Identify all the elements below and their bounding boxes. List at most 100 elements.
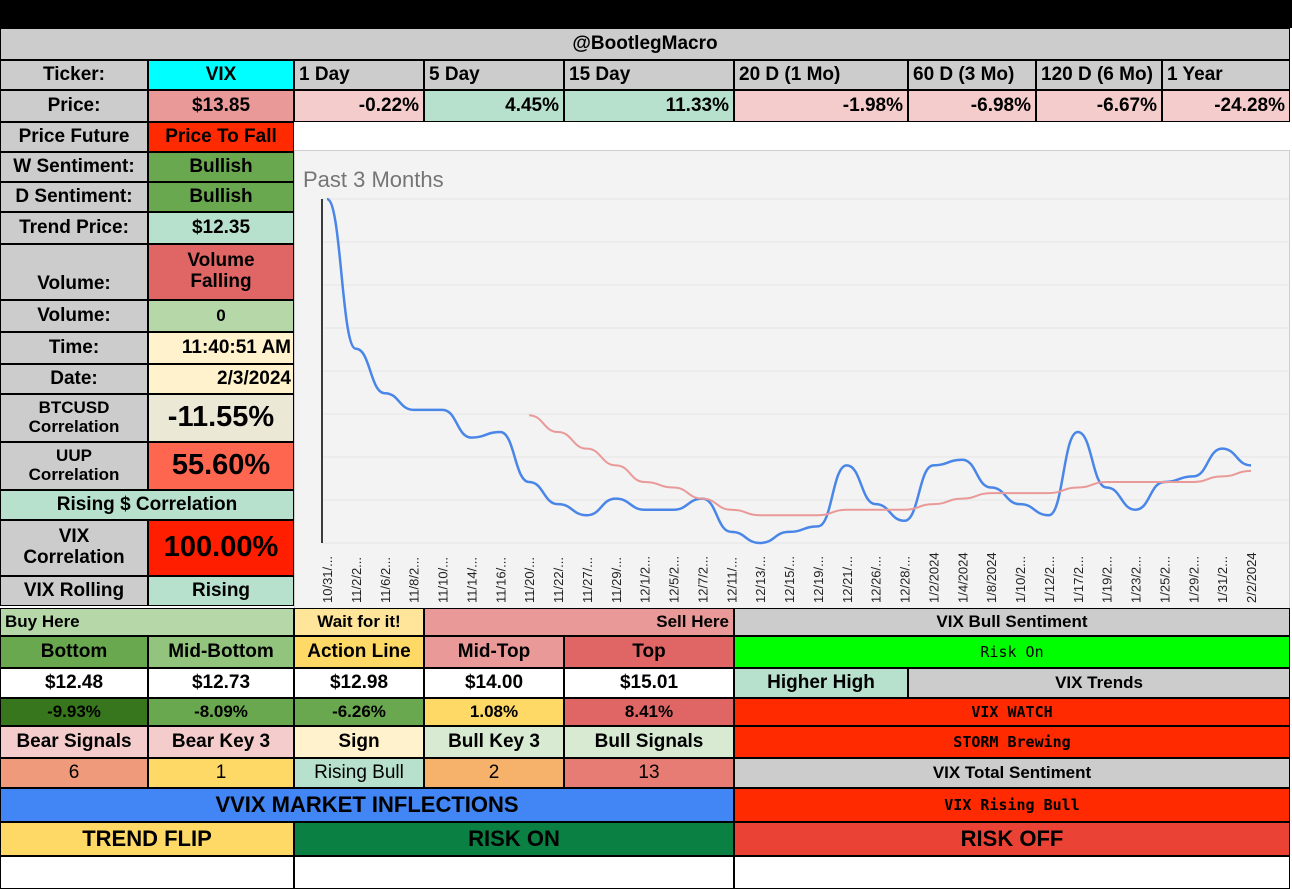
bull-key3-value[interactable]: 2	[424, 758, 564, 788]
spreadsheet: @BootlegMacro Ticker: VIX 1 Day 5 Day 15…	[0, 28, 1292, 889]
storm-brewing-status[interactable]: STORM Brewing	[734, 726, 1290, 758]
d-sentiment-label[interactable]: D Sentiment:	[0, 182, 148, 212]
period-15day-label[interactable]: 15 Day	[564, 60, 734, 90]
chart-svg: 10/31/... 11/2/2... 11/6/2... 11/8/2... 11/1…	[320, 197, 1289, 603]
vix-watch-status[interactable]: VIX WATCH	[734, 698, 1290, 726]
volume2-value[interactable]: 0	[148, 300, 294, 332]
trend-price-label[interactable]: Trend Price:	[0, 212, 148, 244]
period-1year-label[interactable]: 1 Year	[1162, 60, 1290, 90]
bear-signals-label[interactable]: Bear Signals	[0, 726, 148, 758]
chart-x-tick-label: 2/2/2024	[1244, 552, 1259, 603]
bear-key3-value[interactable]: 1	[148, 758, 294, 788]
level-mid-top-pct[interactable]: 1.08%	[424, 698, 564, 726]
vix-corr-value[interactable]: 100.00%	[148, 520, 294, 576]
level-mid-bottom-value[interactable]: $12.73	[148, 668, 294, 698]
bull-signals-label[interactable]: Bull Signals	[564, 726, 734, 758]
price-chart[interactable]: Past 3 Months 10/31/... 11/2/2... 11/6/2..…	[294, 150, 1290, 634]
time-label[interactable]: Time:	[0, 332, 148, 364]
period-1day-value[interactable]: -0.22%	[294, 90, 424, 122]
time-value[interactable]: 11:40:51 AM	[148, 332, 294, 364]
period-15day-value[interactable]: 11.33%	[564, 90, 734, 122]
level-action-line-value[interactable]: $12.98	[294, 668, 424, 698]
btcusd-corr-value[interactable]: -11.55%	[148, 394, 294, 442]
volume-label[interactable]: Volume:	[0, 244, 148, 300]
price-future-label[interactable]: Price Future	[0, 122, 148, 152]
chart-x-tick-label: 11/20/...	[522, 557, 537, 603]
price-label[interactable]: Price:	[0, 90, 148, 122]
level-mid-bottom-name[interactable]: Mid-Bottom	[148, 636, 294, 668]
trend-flip-cell[interactable]	[0, 856, 294, 889]
chart-series	[325, 197, 1252, 545]
period-20d-value[interactable]: -1.98%	[734, 90, 908, 122]
period-5day-label[interactable]: 5 Day	[424, 60, 564, 90]
uup-label-line2: Correlation	[28, 465, 120, 484]
vix-bull-sentiment-label[interactable]: VIX Bull Sentiment	[734, 608, 1290, 636]
chart-x-tick-label: 1/19/2...	[1100, 556, 1115, 603]
level-top-pct[interactable]: 8.41%	[564, 698, 734, 726]
period-60d-value[interactable]: -6.98%	[908, 90, 1036, 122]
sign-label[interactable]: Sign	[294, 726, 424, 758]
bear-key3-label[interactable]: Bear Key 3	[148, 726, 294, 758]
chart-x-tick-label: 12/15/...	[782, 556, 797, 603]
period-1day-label[interactable]: 1 Day	[294, 60, 424, 90]
bear-signals-value[interactable]: 6	[0, 758, 148, 788]
level-top-value[interactable]: $15.01	[564, 668, 734, 698]
risk-on-status[interactable]: Risk On	[734, 636, 1290, 668]
higher-high-status[interactable]: Higher High	[734, 668, 908, 698]
vix-corr-label[interactable]: VIX Correlation	[0, 520, 148, 576]
level-action-line-pct[interactable]: -6.26%	[294, 698, 424, 726]
period-120d-label[interactable]: 120 D (6 Mo)	[1036, 60, 1162, 90]
level-mid-top-value[interactable]: $14.00	[424, 668, 564, 698]
bull-signals-value[interactable]: 13	[564, 758, 734, 788]
vix-trends-label[interactable]: VIX Trends	[908, 668, 1290, 698]
period-5day-value[interactable]: 4.45%	[424, 90, 564, 122]
vvix-inflections-title[interactable]: VVIX MARKET INFLECTIONS	[0, 788, 734, 822]
trend-price-value[interactable]: $12.35	[148, 212, 294, 244]
level-mid-bottom-pct[interactable]: -8.09%	[148, 698, 294, 726]
wait-label[interactable]: Wait for it!	[294, 608, 424, 636]
rising-dollar-correlation[interactable]: Rising $ Correlation	[0, 490, 294, 520]
btcusd-corr-label[interactable]: BTCUSD Correlation	[0, 394, 148, 442]
level-mid-top-name[interactable]: Mid-Top	[424, 636, 564, 668]
risk-on-cell[interactable]	[294, 856, 734, 889]
trend-flip-label[interactable]: TREND FLIP	[0, 822, 294, 856]
sheet-title[interactable]: @BootlegMacro	[0, 28, 1290, 60]
level-bottom-pct[interactable]: -9.93%	[0, 698, 148, 726]
risk-off-label[interactable]: RISK OFF	[734, 822, 1290, 856]
period-60d-label[interactable]: 60 D (3 Mo)	[908, 60, 1036, 90]
vix-rolling-label[interactable]: VIX Rolling	[0, 576, 148, 606]
uup-corr-label[interactable]: UUP Correlation	[0, 442, 148, 490]
volume-value[interactable]: Volume Falling	[148, 244, 294, 300]
vix-total-sentiment-label[interactable]: VIX Total Sentiment	[734, 758, 1290, 788]
period-20d-label[interactable]: 20 D (1 Mo)	[734, 60, 908, 90]
chart-title: Past 3 Months	[303, 167, 444, 192]
w-sentiment-label[interactable]: W Sentiment:	[0, 152, 148, 182]
chart-x-tick-label: 11/10/...	[436, 557, 451, 603]
period-1year-value[interactable]: -24.28%	[1162, 90, 1290, 122]
price-future-value[interactable]: Price To Fall	[148, 122, 294, 152]
sign-value[interactable]: Rising Bull	[294, 758, 424, 788]
ticker-value[interactable]: VIX	[148, 60, 294, 90]
bull-key3-label[interactable]: Bull Key 3	[424, 726, 564, 758]
level-bottom-value[interactable]: $12.48	[0, 668, 148, 698]
volume2-label[interactable]: Volume:	[0, 300, 148, 332]
date-value[interactable]: 2/3/2024	[148, 364, 294, 394]
risk-on-label[interactable]: RISK ON	[294, 822, 734, 856]
date-label[interactable]: Date:	[0, 364, 148, 394]
level-top-name[interactable]: Top	[564, 636, 734, 668]
vix-rising-bull-status[interactable]: VIX Rising Bull	[734, 788, 1290, 822]
risk-off-cell[interactable]	[734, 856, 1290, 889]
ticker-label[interactable]: Ticker:	[0, 60, 148, 90]
level-bottom-name[interactable]: Bottom	[0, 636, 148, 668]
period-120d-value[interactable]: -6.67%	[1036, 90, 1162, 122]
price-value[interactable]: $13.85	[148, 90, 294, 122]
w-sentiment-value[interactable]: Bullish	[148, 152, 294, 182]
uup-corr-value[interactable]: 55.60%	[148, 442, 294, 490]
chart-x-tick-label: 12/26/...	[869, 556, 884, 603]
sell-here-label[interactable]: Sell Here	[424, 608, 734, 636]
vix-rolling-value[interactable]: Rising	[148, 576, 294, 606]
buy-here-label[interactable]: Buy Here	[0, 608, 294, 636]
chart-x-tick-label: 11/2/2...	[349, 557, 364, 603]
d-sentiment-value[interactable]: Bullish	[148, 182, 294, 212]
level-action-line-name[interactable]: Action Line	[294, 636, 424, 668]
